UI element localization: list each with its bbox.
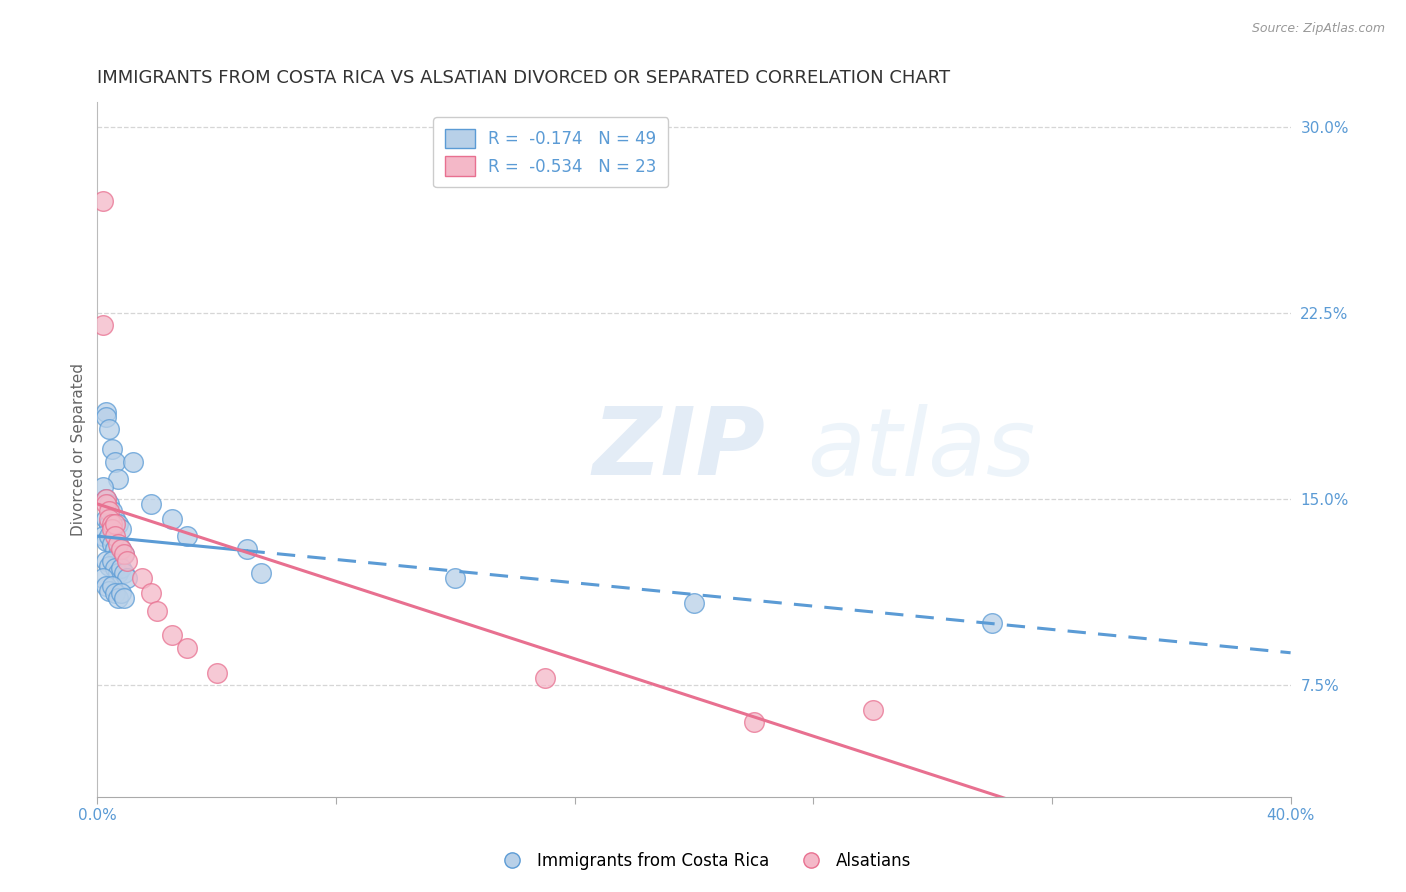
Point — [160, 628, 183, 642]
Point — [98, 422, 121, 436]
Point — [122, 455, 145, 469]
Point — [104, 512, 127, 526]
Point — [101, 516, 124, 531]
Point — [101, 554, 124, 568]
Point — [533, 671, 555, 685]
Point — [112, 547, 135, 561]
Point — [96, 491, 118, 506]
Point — [101, 442, 124, 457]
Point — [96, 405, 118, 419]
Point — [98, 529, 121, 543]
Point — [176, 529, 198, 543]
Text: ZIP: ZIP — [592, 403, 765, 495]
Point — [110, 561, 132, 575]
Point — [107, 566, 129, 581]
Point — [981, 615, 1004, 630]
Point — [112, 547, 135, 561]
Point — [104, 455, 127, 469]
Point — [96, 554, 118, 568]
Point — [235, 541, 257, 556]
Point — [112, 566, 135, 581]
Point — [107, 516, 129, 531]
Text: atlas: atlas — [807, 404, 1036, 495]
Point — [110, 541, 132, 556]
Point — [139, 497, 162, 511]
Point — [205, 665, 228, 680]
Point — [101, 536, 124, 550]
Point — [98, 504, 121, 518]
Point — [104, 529, 127, 543]
Point — [96, 534, 118, 549]
Point — [98, 512, 121, 526]
Point — [98, 583, 121, 598]
Text: Source: ZipAtlas.com: Source: ZipAtlas.com — [1251, 22, 1385, 36]
Point — [91, 529, 114, 543]
Point — [104, 561, 127, 575]
Legend: Immigrants from Costa Rica, Alsatians: Immigrants from Costa Rica, Alsatians — [488, 846, 918, 877]
Point — [96, 497, 118, 511]
Point — [250, 566, 273, 581]
Point — [91, 194, 114, 209]
Point — [444, 571, 467, 585]
Point — [107, 536, 129, 550]
Point — [91, 318, 114, 333]
Point — [115, 571, 138, 585]
Point — [110, 522, 132, 536]
Point — [101, 522, 124, 536]
Point — [101, 522, 124, 536]
Point — [96, 579, 118, 593]
Point — [146, 604, 169, 618]
Point — [110, 541, 132, 556]
Text: IMMIGRANTS FROM COSTA RICA VS ALSATIAN DIVORCED OR SEPARATED CORRELATION CHART: IMMIGRANTS FROM COSTA RICA VS ALSATIAN D… — [97, 69, 950, 87]
Y-axis label: Divorced or Separated: Divorced or Separated — [72, 363, 86, 536]
Point — [131, 571, 153, 585]
Point — [104, 516, 127, 531]
Point — [115, 554, 138, 568]
Point — [96, 410, 118, 425]
Point — [110, 586, 132, 600]
Point — [683, 596, 706, 610]
Point — [112, 591, 135, 606]
Point — [104, 541, 127, 556]
Legend: R =  -0.174   N = 49, R =  -0.534   N = 23: R = -0.174 N = 49, R = -0.534 N = 23 — [433, 117, 668, 187]
Point — [98, 516, 121, 531]
Point — [101, 579, 124, 593]
Point — [91, 479, 114, 493]
Point — [101, 504, 124, 518]
Point — [96, 491, 118, 506]
Point — [98, 558, 121, 573]
Point — [862, 703, 884, 717]
Point — [96, 512, 118, 526]
Point — [104, 586, 127, 600]
Point — [107, 472, 129, 486]
Point — [91, 571, 114, 585]
Point — [107, 547, 129, 561]
Point — [160, 512, 183, 526]
Point — [742, 715, 765, 730]
Point — [139, 586, 162, 600]
Point — [107, 591, 129, 606]
Point — [176, 640, 198, 655]
Point — [98, 497, 121, 511]
